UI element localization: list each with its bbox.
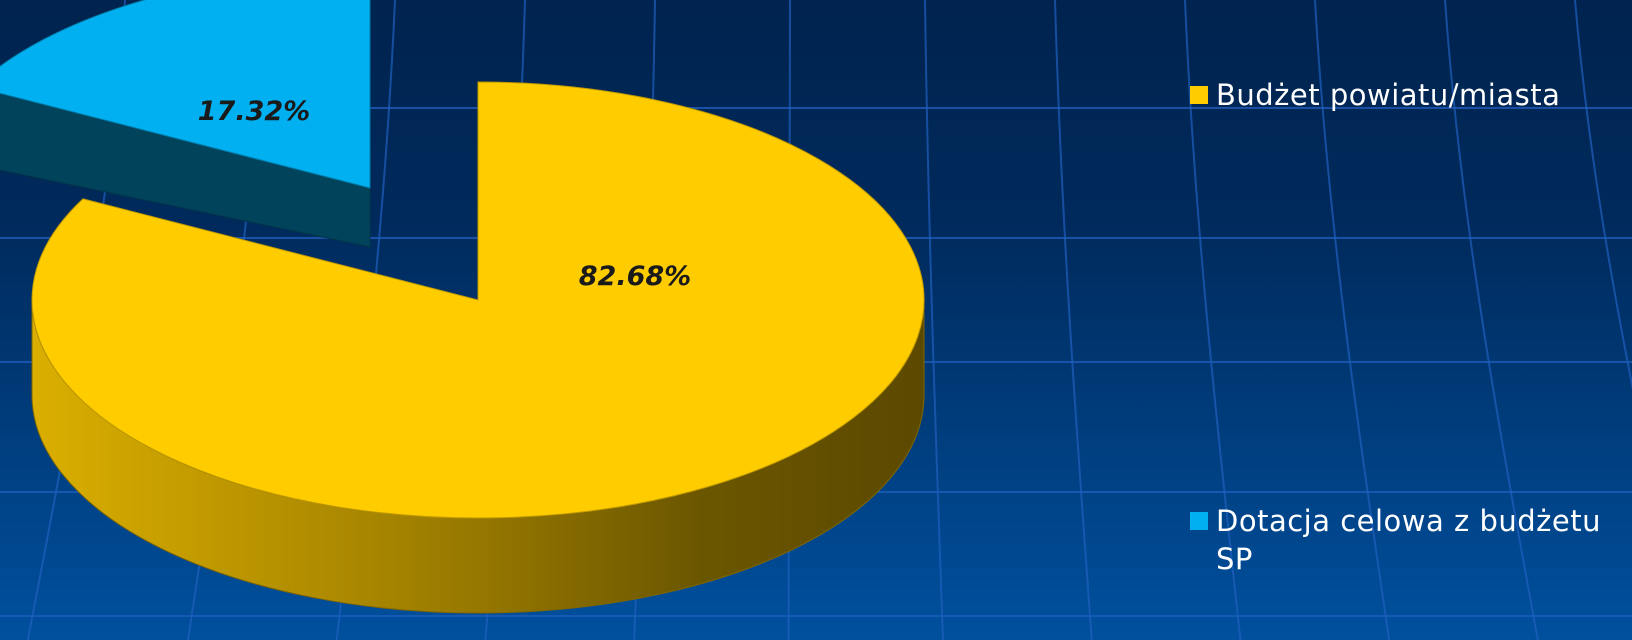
data-label-budzet: 82.68% [579,261,691,292]
grid-line-vertical [1314,0,1391,640]
grid-line-vertical [924,0,944,640]
data-label-dotacja: 17.32% [198,96,310,127]
legend-swatch-dotacja [1190,512,1208,530]
grid-line-vertical [1444,0,1539,640]
grid-line-vertical [1574,0,1632,390]
legend-item-budzet: Budżet powiatu/miasta [1190,76,1632,114]
legend-item-dotacja: Dotacja celowa z budżetu SP [1190,502,1632,578]
grid-line-vertical [1054,0,1093,640]
legend-label-dotacja: Dotacja celowa z budżetu SP [1216,504,1601,576]
grid-line-vertical [1184,0,1242,640]
pie-slice-budzet [31,81,925,519]
legend-swatch-budzet [1190,86,1208,104]
legend-label-budzet: Budżet powiatu/miasta [1216,78,1561,112]
pie-slice-dotacja [0,0,371,189]
